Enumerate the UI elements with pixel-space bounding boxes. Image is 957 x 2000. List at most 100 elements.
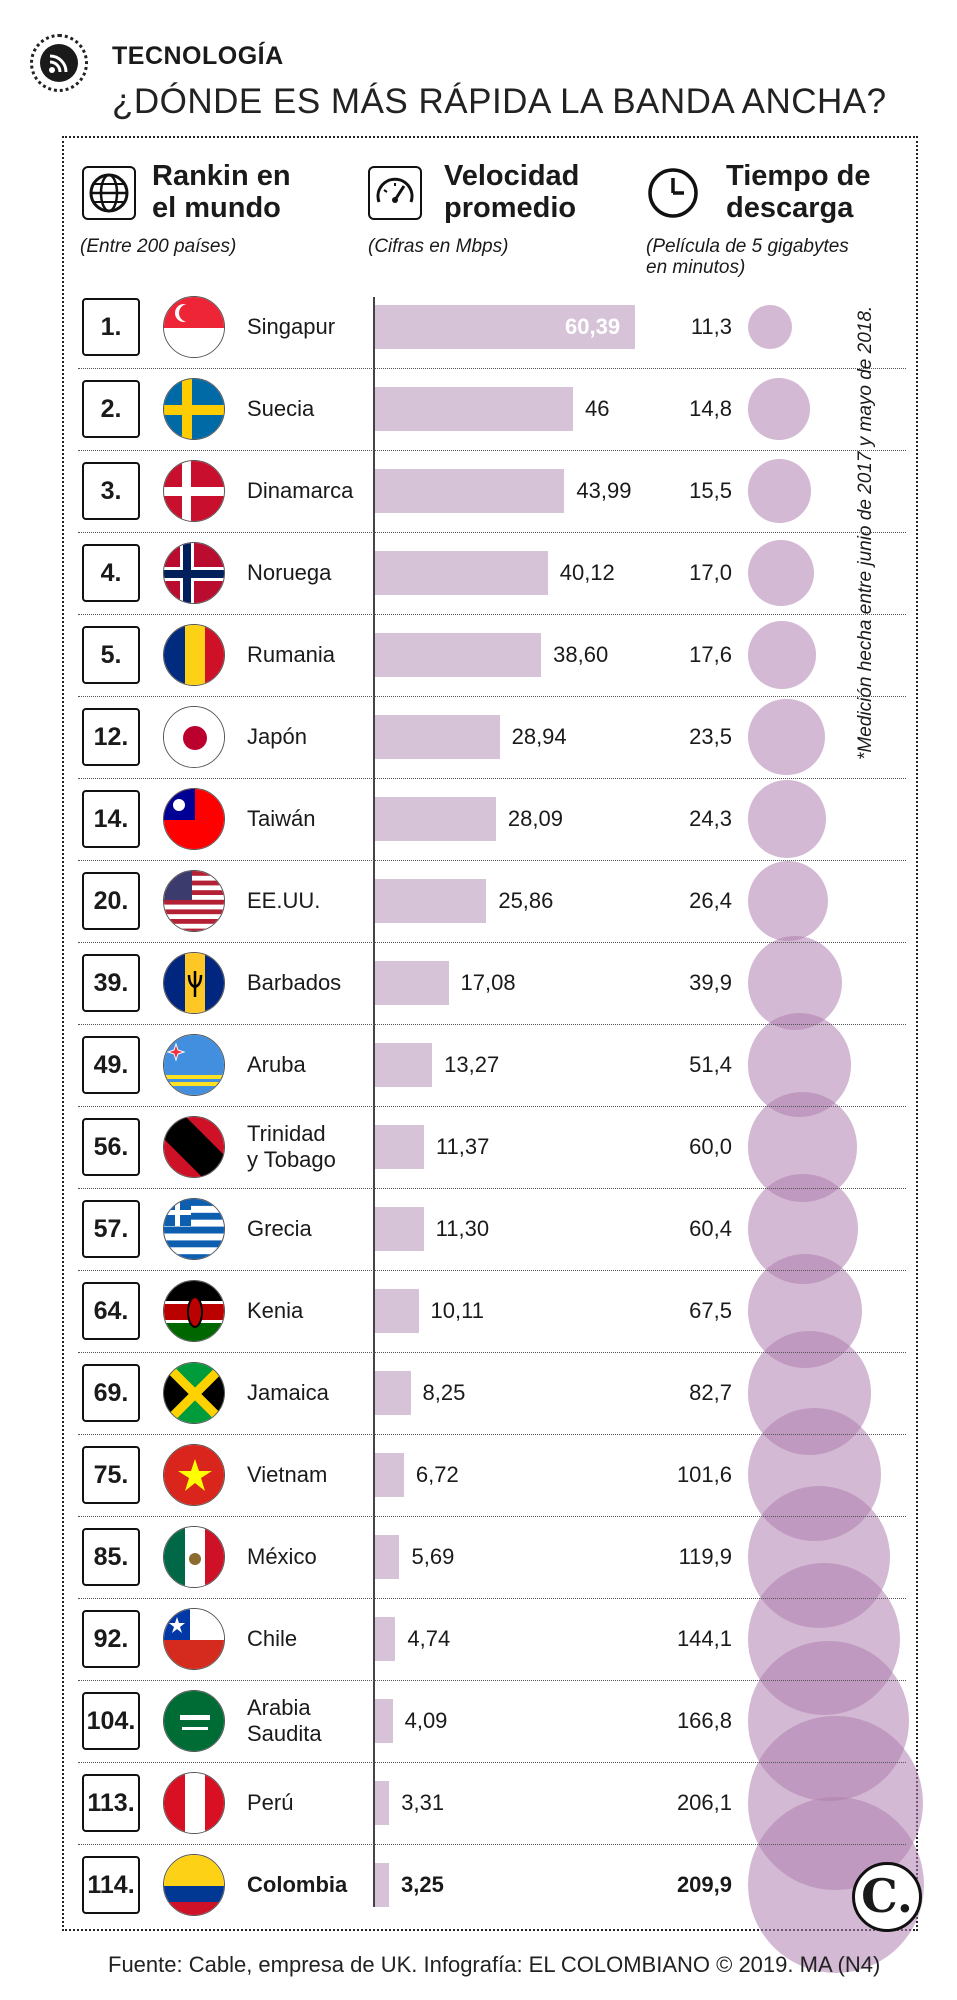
country-name: Kenia bbox=[247, 1298, 303, 1324]
rank-box: 4. bbox=[82, 544, 140, 602]
flag-vietnam bbox=[163, 1444, 225, 1506]
time-header-line2: descarga bbox=[726, 192, 854, 224]
speed-bar bbox=[375, 1125, 424, 1169]
rank-box: 104. bbox=[82, 1692, 140, 1750]
speed-value: 25,86 bbox=[498, 888, 554, 913]
speed-bar bbox=[375, 387, 574, 431]
download-time-value: 60,4 bbox=[689, 1216, 732, 1241]
speed-header-line2: promedio bbox=[444, 192, 577, 224]
rank-header: Rankin en el mundo bbox=[152, 160, 291, 224]
download-time-value: 144,1 bbox=[676, 1626, 732, 1651]
speed-value: 11,30 bbox=[435, 1216, 490, 1241]
download-time-value: 11,3 bbox=[690, 314, 732, 339]
country-name: Noruega bbox=[247, 560, 331, 586]
download-time-bubble bbox=[748, 780, 826, 858]
speed-value: 3,31 bbox=[401, 1790, 445, 1815]
rank-header-line1: Rankin en bbox=[152, 160, 291, 192]
download-time-bubble bbox=[748, 539, 815, 607]
country-name-line: Arabia bbox=[247, 1695, 311, 1720]
row-separator bbox=[78, 860, 906, 861]
speed-bar bbox=[375, 1781, 390, 1825]
speed-header: Velocidad promedio bbox=[444, 160, 579, 224]
row-separator bbox=[78, 1352, 906, 1353]
country-name: Taiwán bbox=[247, 806, 315, 832]
speed-bar bbox=[375, 1863, 389, 1907]
speed-value: 10,11 bbox=[430, 1298, 484, 1323]
row-separator bbox=[78, 368, 906, 369]
time-subheader-line1: (Película de 5 gigabytes bbox=[646, 236, 849, 257]
speed-value: 4,74 bbox=[407, 1626, 451, 1651]
speed-axis-line bbox=[373, 297, 375, 1907]
flag-saudi bbox=[163, 1690, 225, 1752]
speed-bar bbox=[375, 715, 500, 759]
row-separator bbox=[78, 1598, 906, 1599]
country-name-line: Jamaica bbox=[247, 1380, 329, 1405]
rank-box: 69. bbox=[82, 1364, 140, 1422]
download-time-value: 24,3 bbox=[689, 806, 732, 831]
country-name-line: Barbados bbox=[247, 970, 342, 995]
rss-logo-inner bbox=[40, 44, 78, 82]
speed-value: 4,09 bbox=[404, 1708, 448, 1733]
download-time-value: 166,8 bbox=[676, 1708, 732, 1733]
flag-usa bbox=[163, 870, 225, 932]
row-separator bbox=[78, 1188, 906, 1189]
rank-box: 39. bbox=[82, 954, 140, 1012]
rank-subheader: (Entre 200 países) bbox=[80, 236, 237, 257]
flag-denmark bbox=[163, 460, 225, 522]
speed-bar bbox=[375, 797, 496, 841]
flag-aruba bbox=[163, 1034, 225, 1096]
country-name-line: Colombia bbox=[247, 1872, 348, 1897]
flag-mexico bbox=[163, 1526, 225, 1588]
speed-bar bbox=[375, 1453, 404, 1497]
speedometer-icon bbox=[368, 166, 422, 220]
rss-logo-icon bbox=[30, 34, 88, 92]
flag-norway bbox=[163, 542, 225, 604]
speed-bar bbox=[375, 1699, 393, 1743]
download-time-value: 23,5 bbox=[689, 724, 732, 749]
download-time-bubble bbox=[748, 698, 825, 776]
row-separator bbox=[78, 1680, 906, 1681]
country-name: Singapur bbox=[247, 314, 335, 340]
download-time-value: 206,1 bbox=[676, 1790, 732, 1815]
download-time-value: 82,7 bbox=[689, 1380, 732, 1405]
speed-value: 6,72 bbox=[415, 1462, 459, 1487]
row-separator bbox=[78, 1434, 906, 1435]
country-name-line: Dinamarca bbox=[247, 478, 354, 503]
speed-value: 28,09 bbox=[507, 806, 563, 831]
country-name: Perú bbox=[247, 1790, 293, 1816]
row-separator bbox=[78, 1762, 906, 1763]
flag-singapore bbox=[163, 296, 225, 358]
flag-japan bbox=[163, 706, 225, 768]
download-time-value: 60,0 bbox=[689, 1134, 732, 1159]
flag-barbados bbox=[163, 952, 225, 1014]
row-separator bbox=[78, 942, 906, 943]
flag-trinidad bbox=[163, 1116, 225, 1178]
download-time-bubble bbox=[748, 860, 829, 942]
rank-box: 14. bbox=[82, 790, 140, 848]
country-name: EE.UU. bbox=[247, 888, 320, 914]
country-name: Arabia Saudita bbox=[247, 1695, 322, 1747]
country-name: Suecia bbox=[247, 396, 314, 422]
row-separator bbox=[78, 450, 906, 451]
country-name-line: Aruba bbox=[247, 1052, 306, 1077]
speed-bar bbox=[375, 305, 635, 349]
country-name-line: Chile bbox=[247, 1626, 298, 1651]
speed-value: 8,25 bbox=[422, 1380, 466, 1405]
download-time-value: 17,6 bbox=[689, 642, 732, 667]
country-name: Chile bbox=[247, 1626, 297, 1652]
country-name-line: EE.UU. bbox=[247, 888, 321, 913]
country-name-line: Perú bbox=[247, 1790, 294, 1815]
rank-box: 113. bbox=[82, 1774, 140, 1832]
download-time-value: 26,4 bbox=[689, 888, 732, 913]
speed-value: 5,69 bbox=[411, 1544, 455, 1569]
country-name: Dinamarca bbox=[247, 478, 353, 504]
download-time-bubble bbox=[748, 459, 812, 523]
flag-colombia bbox=[163, 1854, 225, 1916]
country-name-line: Saudita bbox=[247, 1721, 322, 1746]
download-time-value: 17,0 bbox=[689, 560, 732, 585]
speed-bar bbox=[375, 469, 565, 513]
download-time-value: 119,9 bbox=[678, 1544, 732, 1569]
speed-bar bbox=[375, 1207, 424, 1251]
speed-subheader: (Cifras en Mbps) bbox=[368, 236, 509, 257]
download-time-value: 209,9 bbox=[676, 1872, 732, 1897]
